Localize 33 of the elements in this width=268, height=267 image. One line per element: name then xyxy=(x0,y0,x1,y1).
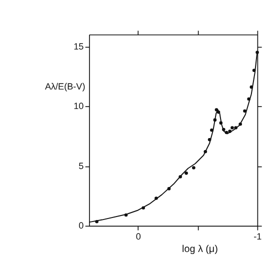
point xyxy=(219,121,223,125)
point xyxy=(214,108,218,112)
point xyxy=(208,138,212,142)
point xyxy=(234,126,238,130)
point xyxy=(243,109,246,113)
x-axis-title: log λ (μ) xyxy=(182,244,218,255)
y-tick-label: 5 xyxy=(78,160,84,171)
point xyxy=(238,122,242,126)
point xyxy=(230,126,234,130)
point xyxy=(167,187,171,190)
point xyxy=(252,68,256,72)
y-tick-label: 15 xyxy=(74,41,84,52)
x-tick-label: -1 xyxy=(254,231,262,242)
point xyxy=(213,118,217,122)
point xyxy=(124,213,128,217)
point xyxy=(224,130,228,134)
y-tick-label: 0 xyxy=(78,220,84,231)
point xyxy=(142,206,145,210)
point xyxy=(154,196,158,200)
point xyxy=(192,166,196,170)
y-axis-title: Aλ/E(B-V) xyxy=(44,81,86,92)
point xyxy=(178,175,182,178)
point xyxy=(256,50,259,54)
point xyxy=(184,172,188,175)
point xyxy=(228,130,232,133)
point xyxy=(250,85,254,89)
point xyxy=(222,128,226,132)
point xyxy=(210,128,214,132)
y-tick-label: 10 xyxy=(74,101,84,112)
point xyxy=(216,110,220,114)
point xyxy=(247,97,250,101)
point xyxy=(204,150,208,154)
point xyxy=(95,220,98,224)
